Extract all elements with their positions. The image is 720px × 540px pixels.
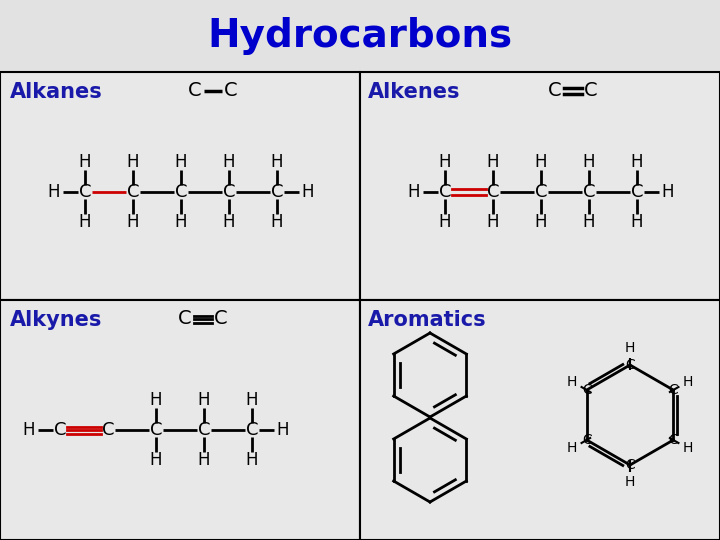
Text: H: H [127,153,139,171]
Text: H: H [198,451,210,469]
Text: H: H [222,153,235,171]
Text: H: H [48,183,60,201]
Bar [0,72,360,300]
Text: H: H [567,375,577,388]
Text: C: C [54,421,66,439]
Text: H: H [175,153,187,171]
Text: H: H [582,153,595,171]
Text: H: H [271,213,283,231]
Text: C: C [582,383,592,397]
Text: H: H [625,341,635,355]
Text: C: C [625,358,635,372]
Text: C: C [214,309,228,328]
Text: C: C [631,183,643,201]
Text: C: C [438,183,451,201]
Bar [360,72,720,300]
Text: C: C [78,183,91,201]
Text: H: H [246,451,258,469]
Text: H: H [302,183,314,201]
Text: C: C [668,383,678,397]
Text: H: H [683,375,693,388]
Text: C: C [535,183,547,201]
Text: H: H [631,153,643,171]
Text: H: H [23,421,35,439]
Text: H: H [276,421,289,439]
Text: C: C [582,433,592,447]
Text: H: H [535,213,547,231]
Text: H: H [78,213,91,231]
Text: C: C [188,82,202,100]
Text: C: C [487,183,499,201]
Text: H: H [198,391,210,409]
Text: H: H [487,213,499,231]
Bar [0,300,360,540]
Text: C: C [127,183,139,201]
Text: C: C [178,309,192,328]
Text: H: H [625,475,635,489]
Text: H: H [222,213,235,231]
Text: H: H [175,213,187,231]
Text: H: H [631,213,643,231]
Text: C: C [625,458,635,472]
Text: C: C [548,82,562,100]
Text: C: C [271,183,283,201]
Text: C: C [246,421,258,439]
Text: H: H [150,391,162,409]
Text: H: H [438,213,451,231]
Text: H: H [438,153,451,171]
Text: H: H [567,442,577,456]
Text: Aromatics: Aromatics [368,310,487,330]
Text: C: C [175,183,187,201]
Text: H: H [127,213,139,231]
Text: H: H [582,213,595,231]
Text: H: H [78,153,91,171]
Text: Alkynes: Alkynes [10,310,102,330]
Text: H: H [683,442,693,456]
Text: Hydrocarbons: Hydrocarbons [207,17,513,55]
Text: Alkanes: Alkanes [10,82,103,102]
Bar [360,300,720,540]
Text: Alkenes: Alkenes [368,82,461,102]
Text: H: H [662,183,674,201]
Text: C: C [222,183,235,201]
Text: H: H [271,153,283,171]
Text: C: C [668,433,678,447]
Text: C: C [224,82,238,100]
Text: C: C [102,421,114,439]
Text: C: C [582,183,595,201]
Text: H: H [487,153,499,171]
Text: H: H [408,183,420,201]
Text: C: C [150,421,162,439]
Text: H: H [246,391,258,409]
Text: C: C [584,82,598,100]
Text: H: H [535,153,547,171]
Text: H: H [150,451,162,469]
Text: C: C [198,421,210,439]
